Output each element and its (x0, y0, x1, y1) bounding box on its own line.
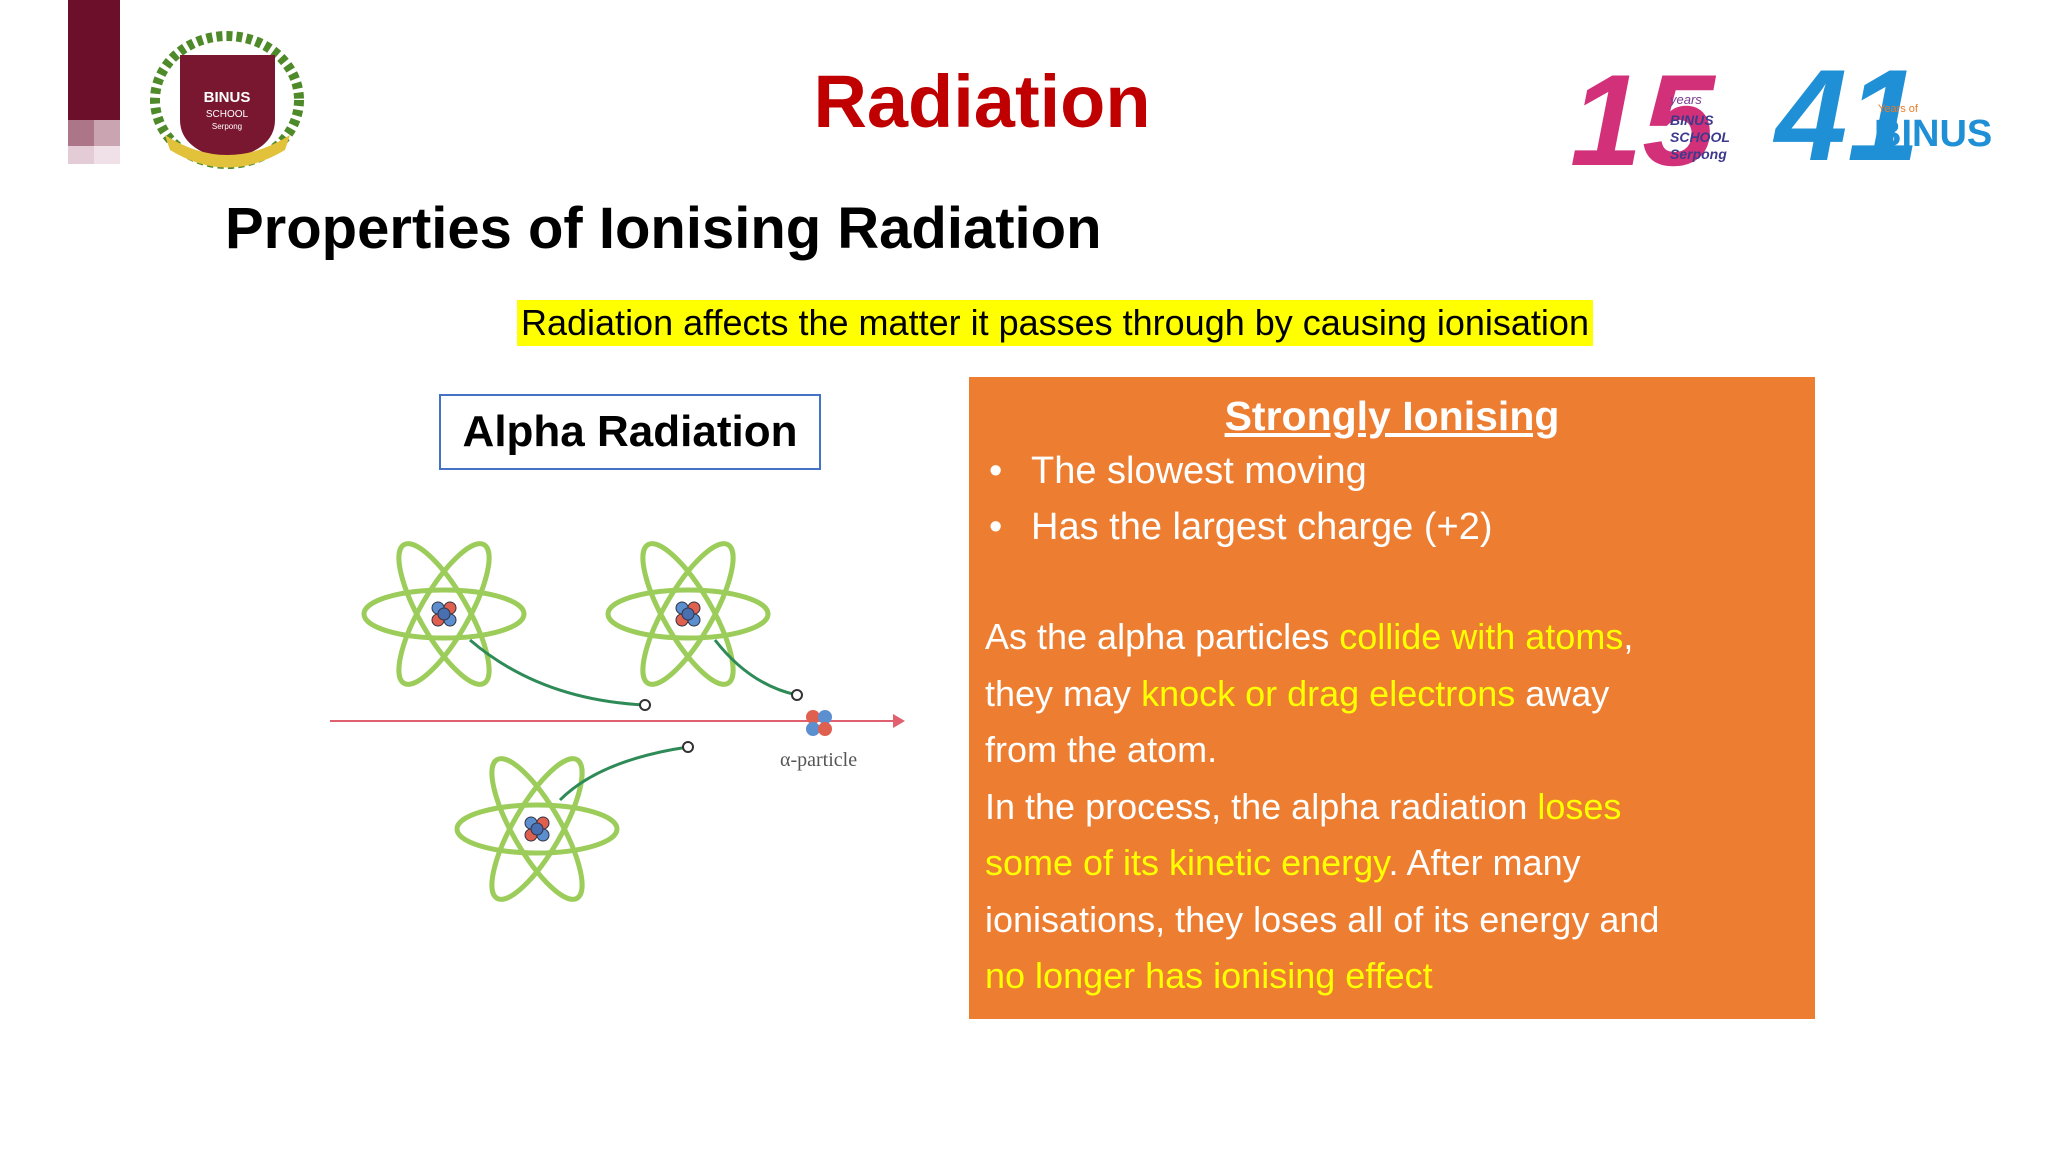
logo-text: BINUS (1874, 113, 1992, 155)
logo-text: BINUS (204, 89, 251, 106)
text-segment: . After many (1388, 842, 1581, 883)
subtitle: Properties of Ionising Radiation (225, 196, 1102, 261)
particle-label: α-particle (780, 749, 857, 771)
highlighted-text: no longer has ionising effect (985, 955, 1433, 996)
electron-track (469, 638, 646, 707)
logo-text: SCHOOL (206, 109, 249, 120)
accent-bar (68, 0, 120, 120)
logo-mark: 41 (1772, 42, 1920, 188)
anniversary-logo: 15 years BINUS SCHOOL Serpong (1570, 47, 1730, 193)
arrow-head (893, 714, 905, 728)
electron (639, 699, 651, 711)
info-heading: Strongly Ionising (1224, 393, 1560, 439)
alpha-diagram: α-particle (330, 541, 905, 902)
text-segment: ionisations, they loses all of its energ… (985, 898, 1660, 940)
text-segment: they may (985, 672, 1142, 714)
bullet: Has the largest charge (+2) (985, 499, 1493, 555)
atom (361, 541, 527, 687)
electron (682, 741, 694, 753)
logo-text: Serpong (1670, 146, 1727, 162)
accent-pixel (94, 120, 120, 146)
text-line: ionisations, they loses all of its energ… (985, 892, 1659, 949)
text-line: As the alpha particles collide with atom… (985, 609, 1659, 666)
title: Radiation (813, 60, 1151, 143)
text-segment: , (1623, 616, 1634, 657)
accent-pixel (94, 146, 120, 164)
highlighted-text: some of its kinetic energy (985, 842, 1389, 883)
text-segment: In the process, the alpha radiation (985, 785, 1538, 827)
info-box: Strongly Ionising The slowest movingHas … (969, 377, 1815, 1019)
explanation: As the alpha particles collide with atom… (985, 609, 1659, 1005)
atom (605, 541, 771, 687)
text-segment: from the atom. (985, 729, 1218, 770)
school-logo: BINUS SCHOOL Serpong (150, 31, 304, 169)
logo-text: Serpong (212, 122, 242, 131)
text-line: from the atom. (985, 722, 1659, 779)
atom (454, 756, 620, 902)
text-line: they may knock or drag electrons away (985, 666, 1659, 723)
logo-mark: 15 (1570, 47, 1716, 193)
binus-logo: 41 Years of BINUS (1772, 42, 1992, 188)
accent-pixel (68, 146, 94, 164)
text-segment: away (1515, 672, 1610, 714)
electron (791, 689, 803, 701)
highlighted-text: loses (1537, 785, 1622, 827)
highlight-statement: Radiation affects the matter it passes t… (517, 300, 1593, 346)
text-line: some of its kinetic energy. After many (985, 835, 1659, 892)
diagram-label: Alpha Radiation (439, 394, 821, 470)
text-line: no longer has ionising effect (985, 948, 1659, 1005)
logo-text: years (1669, 92, 1702, 107)
alpha-particle (806, 710, 832, 736)
accent-pixel (68, 120, 94, 146)
bullet: The slowest moving (985, 443, 1493, 499)
highlighted-text: collide with atoms (1339, 616, 1624, 657)
logo-text: BINUS (1670, 112, 1714, 128)
text-segment: As the alpha particles (985, 616, 1340, 657)
electron-track (713, 639, 798, 697)
electron-track (558, 745, 689, 802)
bullet-list: The slowest movingHas the largest charge… (985, 443, 1493, 555)
logo-text: Years of (1878, 103, 1919, 115)
logo-text: SCHOOL (1670, 129, 1730, 145)
text-line: In the process, the alpha radiation lose… (985, 779, 1659, 836)
highlighted-text: knock or drag electrons (1141, 672, 1516, 714)
